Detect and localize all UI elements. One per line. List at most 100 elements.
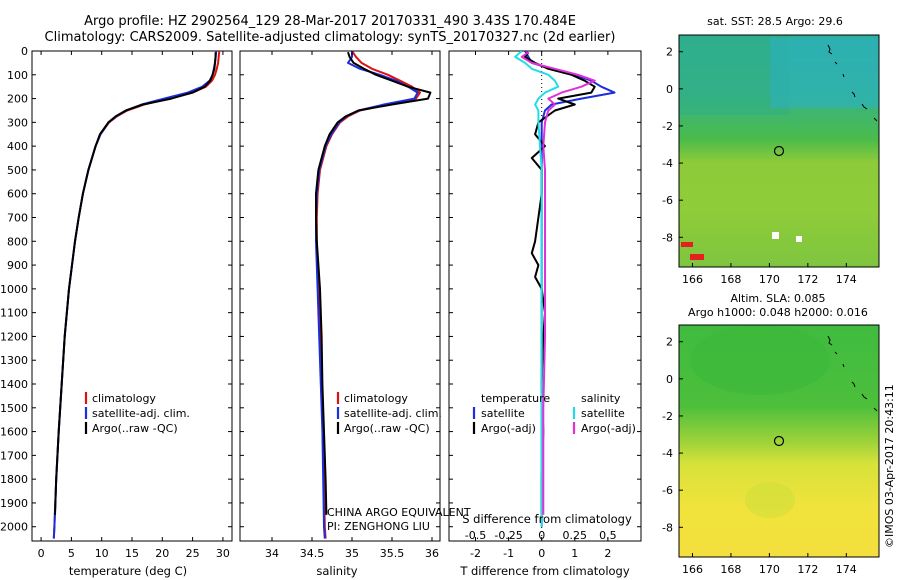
depth-tick-label: 500	[7, 164, 28, 177]
legend-label-climatology: climatology	[92, 392, 156, 405]
x-tick-label: 25	[186, 547, 200, 560]
series-argo-raw-qc-	[54, 52, 217, 515]
depth-tick-label: 200	[7, 93, 28, 106]
x-tick-label: 1	[571, 547, 578, 560]
x-tick-label: 0	[538, 547, 545, 560]
map-x-tick-label: 172	[797, 563, 818, 576]
depth-tick-label: 400	[7, 140, 28, 153]
map-y-tick-label: -8	[662, 521, 673, 534]
series-satellite-adj-clim-	[315, 51, 419, 539]
temperature-legend: climatology satellite-adj. clim. Argo(..…	[84, 392, 190, 435]
depth-tick-label: 1900	[0, 497, 28, 510]
map-y-tick-label: -4	[662, 447, 673, 460]
chart-title-line1: Argo profile: HZ 2902564_129 28-Mar-2017…	[84, 14, 576, 29]
series-salinity-argo-adj-	[520, 51, 596, 515]
sla-map-title-line1: Altim. SLA: 0.085	[730, 292, 825, 305]
map-x-tick-label: 170	[759, 273, 780, 286]
map-x-tick-label: 174	[836, 273, 857, 286]
sst-map-title: sat. SST: 28.5 Argo: 29.6	[707, 15, 843, 28]
map-x-tick-label: 172	[797, 273, 818, 286]
difference-series-layer	[514, 51, 616, 541]
map-y-tick-label: 2	[666, 46, 673, 59]
legend-label-satellite: satellite-adj. clim.	[344, 407, 442, 420]
series-temperature-argo-adj-	[524, 51, 596, 515]
sla-low-patch	[690, 325, 830, 395]
x-tick-label: 2	[604, 547, 611, 560]
depth-tick-label: 600	[7, 188, 28, 201]
map-y-tick-label: -4	[662, 157, 673, 170]
island-outlines	[827, 335, 878, 412]
map-y-tick-label: -2	[662, 410, 673, 423]
sla-map	[679, 325, 879, 557]
sst-cyan-patch	[770, 38, 879, 108]
x-tick-label: 36	[425, 547, 439, 560]
sst-map	[679, 35, 879, 267]
series-argo-raw-qc-	[315, 51, 432, 515]
sla-mid-patch	[745, 482, 795, 518]
salinity-series-layer	[315, 51, 432, 539]
x-tick-label: -2	[470, 547, 481, 560]
legend-label-t-argo: Argo(-adj)	[481, 422, 536, 435]
sla-map-title-line2: Argo h1000: 0.048 h2000: 0.016	[688, 306, 868, 319]
map-x-tick-label: 166	[682, 273, 703, 286]
depth-tick-label: 1600	[0, 426, 28, 439]
s-diff-tick-label: 0.5	[599, 529, 617, 542]
imos-credit: ©IMOS 03-Apr-2017 20:43:11	[883, 384, 896, 548]
x-axes: 0 5 10 15 20 25 30 34 34.5 35 35.5 36 -2 -1 0 1 2 -0.5 -0.…	[38, 51, 617, 560]
chart-title-line2: Climatology: CARS2009. Satellite-adjuste…	[44, 30, 616, 45]
series-climatology	[52, 51, 221, 539]
depth-tick-label: 1200	[0, 330, 28, 343]
temperature-series-layer	[52, 51, 221, 539]
temperature-plot-frame	[31, 50, 233, 542]
legend-label-climatology: climatology	[344, 392, 408, 405]
x-tick-label: 5	[68, 547, 75, 560]
island-outlines	[827, 44, 878, 122]
x-tick-label: 34	[265, 547, 279, 560]
sst-map-axes: 166 168 170 172 174 2 0 -2 -4 -6 -8	[662, 46, 857, 286]
map-x-tick-label: 168	[720, 563, 741, 576]
x-tick-label: 20	[155, 547, 169, 560]
depth-tick-label: 700	[7, 212, 28, 225]
depth-axis: 0 100 200 300 400 500 600 700 800 900 1000 1100 1200…	[0, 45, 641, 534]
depth-tick-label: 1700	[0, 449, 28, 462]
legend-label-satellite: satellite-adj. clim.	[92, 407, 190, 420]
salinity-plot-frame	[239, 50, 441, 542]
map-y-tick-label: -6	[662, 484, 673, 497]
map-y-tick-label: 0	[666, 373, 673, 386]
s-difference-axis-label: S difference from climatology	[462, 512, 632, 526]
map-y-tick-label: 2	[666, 336, 673, 349]
x-tick-label: 30	[216, 547, 230, 560]
depth-tick-label: 1500	[0, 402, 28, 415]
pi-label: PI: ZENGHONG LIU	[327, 520, 430, 533]
legend-heading-temperature: temperature	[481, 392, 550, 405]
x-tick-label: -1	[503, 547, 514, 560]
depth-tick-label: 1100	[0, 307, 28, 320]
s-diff-tick-label: -0.5	[465, 529, 486, 542]
program-label: CHINA ARGO EQUIVALENT	[327, 506, 471, 519]
x-tick-label: 35.5	[380, 547, 405, 560]
x-tick-label: 0	[38, 547, 45, 560]
depth-tick-label: 800	[7, 235, 28, 248]
float-position-marker	[773, 145, 785, 157]
sla-map-axes: 166 168 170 172 174 2 0 -2 -4 -6 -8	[662, 336, 857, 576]
s-diff-tick-label: -0.25	[494, 529, 522, 542]
salinity-axis-label: salinity	[316, 564, 357, 578]
x-tick-label: 15	[125, 547, 139, 560]
map-x-tick-label: 168	[720, 273, 741, 286]
map-y-tick-label: -2	[662, 120, 673, 133]
series-climatology	[315, 51, 421, 539]
map-x-tick-label: 174	[836, 563, 857, 576]
depth-tick-label: 0	[21, 45, 28, 58]
depth-tick-label: 1800	[0, 473, 28, 486]
sst-missing-pixel	[772, 232, 779, 239]
map-x-tick-label: 170	[759, 563, 780, 576]
difference-plot-frame	[448, 50, 642, 542]
x-tick-label: 34.5	[300, 547, 325, 560]
legend-label-argo: Argo(..raw -QC)	[344, 422, 430, 435]
s-diff-tick-label: 0	[538, 529, 545, 542]
difference-legend: temperature satellite Argo(-adj) salinit…	[472, 392, 636, 435]
map-y-tick-label: -6	[662, 194, 673, 207]
map-y-tick-label: -8	[662, 231, 673, 244]
depth-tick-label: 1300	[0, 354, 28, 367]
